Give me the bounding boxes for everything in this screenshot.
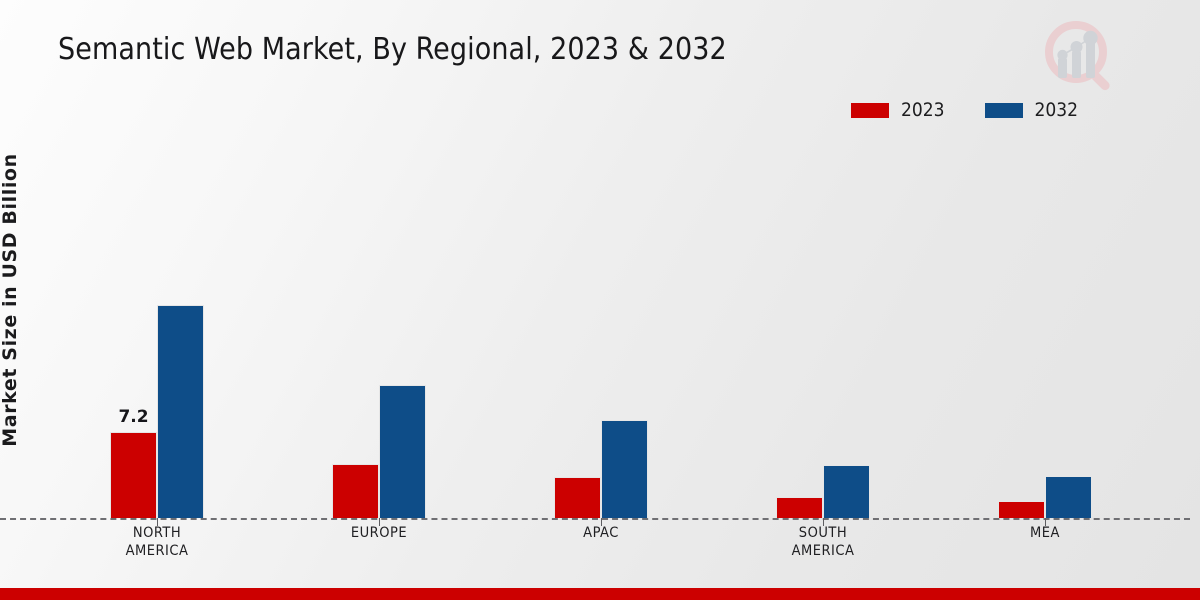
footer-accent-bar <box>0 588 1200 600</box>
chart-title: Semantic Web Market, By Regional, 2023 &… <box>58 32 727 67</box>
x-axis-label: SOUTH AMERICA <box>791 525 855 559</box>
bar-2032[interactable] <box>601 420 648 518</box>
x-axis-label: MEA <box>1030 525 1060 541</box>
bar-2023[interactable] <box>332 464 379 518</box>
legend-swatch-2032-icon <box>984 103 1023 118</box>
x-axis-category-labels: NORTH AMERICA EUROPE APAC SOUTH AMERICA MEA <box>46 518 1156 560</box>
x-axis-tick-4: SOUTH AMERICA <box>712 518 934 560</box>
x-axis-label: NORTH AMERICA <box>125 525 189 559</box>
x-axis-label: APAC <box>583 525 619 541</box>
legend-swatch-2023-icon <box>851 103 889 118</box>
bar-2023[interactable]: 7.2 <box>110 407 157 518</box>
legend-item-2023[interactable]: 2023 <box>851 101 945 120</box>
x-axis-tick-1: NORTH AMERICA <box>46 518 268 560</box>
bar-group <box>934 140 1156 518</box>
axis-tick-mark-icon <box>823 518 824 526</box>
bar-2032[interactable] <box>379 385 426 518</box>
magnifier-bar-chart-logo-icon <box>1038 12 1124 98</box>
legend-label-2032: 2032 <box>1034 99 1079 121</box>
chart-legend: 2023 2032 <box>851 101 1078 120</box>
x-axis-label: EUROPE <box>350 525 408 541</box>
bar-2023[interactable] <box>554 477 601 518</box>
bar-2023[interactable] <box>776 496 823 518</box>
bar-value-label: 7.2 <box>118 407 149 428</box>
x-axis-baseline <box>0 518 1190 520</box>
bar-group <box>712 140 934 518</box>
bar-2032[interactable] <box>823 465 870 518</box>
axis-tick-mark-icon <box>157 518 158 526</box>
bar-group <box>268 140 490 518</box>
legend-label-2023: 2023 <box>901 99 945 121</box>
bar-2032[interactable] <box>157 305 204 518</box>
bar-group: 7.2 <box>46 140 268 518</box>
x-axis-tick-2: EUROPE <box>268 518 490 560</box>
axis-tick-mark-icon <box>379 518 380 526</box>
bar-2032[interactable] <box>1045 476 1092 518</box>
bar-group <box>490 140 712 518</box>
x-axis-tick-3: APAC <box>490 518 712 560</box>
axis-tick-mark-icon <box>601 518 602 526</box>
bar-groups: 7.2 <box>46 140 1156 518</box>
axis-tick-mark-icon <box>1045 518 1046 526</box>
bar-2023[interactable] <box>998 501 1045 518</box>
legend-item-2032[interactable]: 2032 <box>984 99 1079 121</box>
x-axis-tick-5: MEA <box>934 518 1156 560</box>
